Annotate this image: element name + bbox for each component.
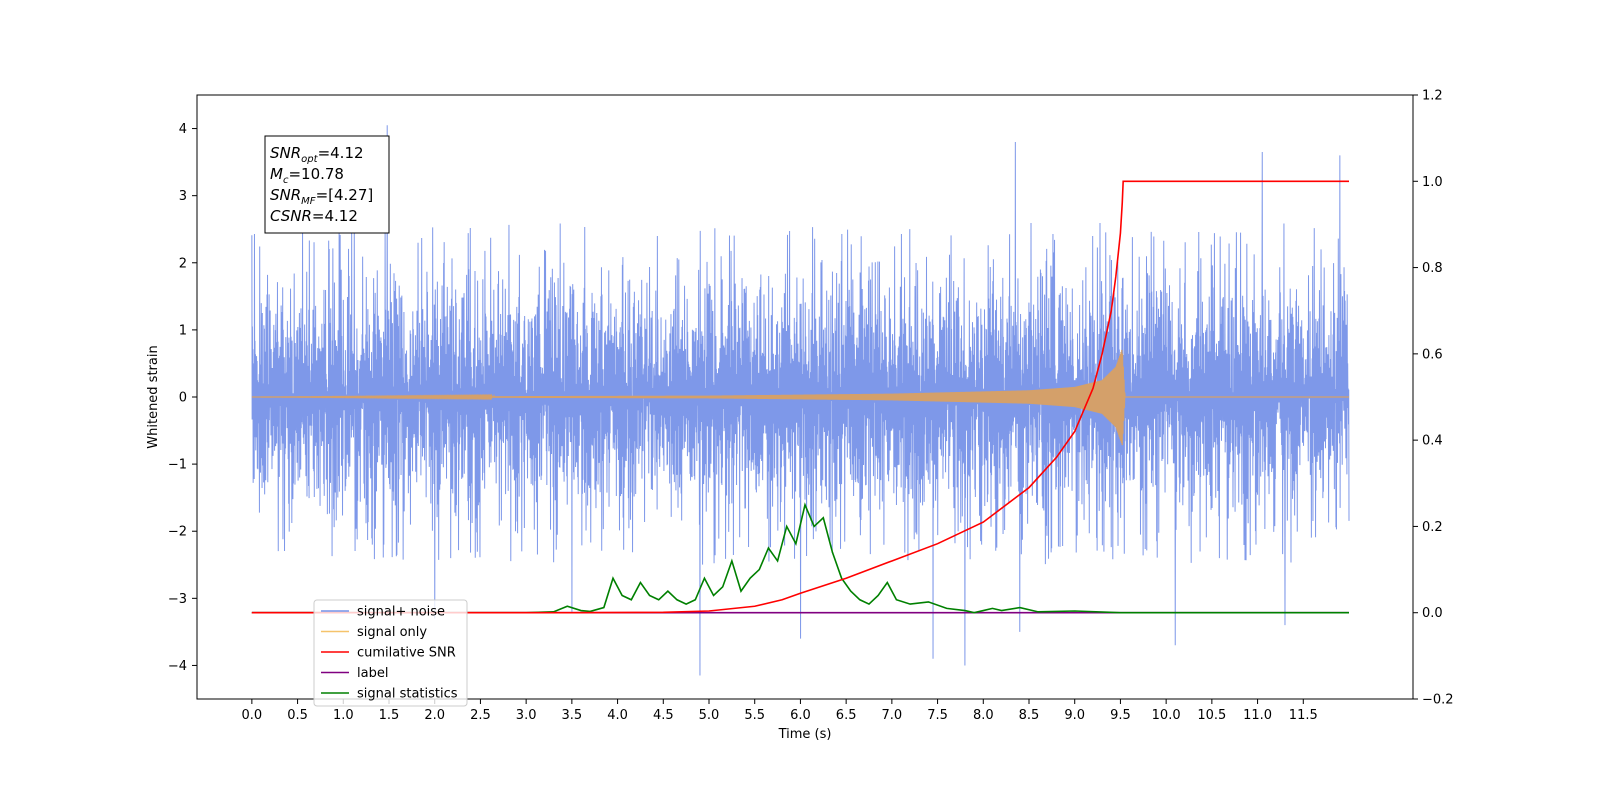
x-tick-label: 8.5: [1019, 708, 1040, 723]
legend-label: cumilative SNR: [357, 646, 456, 661]
legend-box: [313, 599, 468, 707]
x-tick-label: 5.5: [744, 708, 765, 723]
legend-label: label: [357, 666, 388, 681]
y-left-tick-label: −3: [168, 592, 187, 607]
y-axis-label: Whitened strain: [146, 345, 161, 448]
x-tick-label: 7.5: [927, 708, 948, 723]
y-left-tick-label: 4: [179, 122, 187, 137]
stats-annotation-line: Mc=10.78: [270, 165, 344, 186]
y-right-tick-label: −0.2: [1422, 693, 1454, 708]
x-tick-label: 8.0: [973, 708, 994, 723]
legend: signal+ noise signal only cumilative SNR la…: [313, 599, 468, 707]
stats-annotation-line: SNRMF=[4.27]: [270, 186, 373, 207]
stats-annotation-line: SNRopt=4.12: [270, 144, 364, 165]
y-right-tick-label: 0.0: [1422, 606, 1443, 621]
x-tick-label: 11.0: [1243, 708, 1272, 723]
x-tick-label: 1.5: [379, 708, 400, 723]
y-left-tick-label: −2: [168, 525, 187, 540]
x-tick-label: 1.0: [333, 708, 354, 723]
x-tick-label: 5.0: [699, 708, 720, 723]
y-left-tick-label: −4: [168, 659, 187, 674]
y-right-tick-label: 0.2: [1422, 520, 1443, 535]
y-left-tick-label: 3: [179, 189, 187, 204]
x-axis-label: Time (s): [778, 727, 832, 742]
x-tick-label: 4.5: [653, 708, 674, 723]
series-signal-statistics-line: [251, 502, 1349, 614]
series-cumulative-snr-line: [251, 180, 1349, 614]
x-tick-label: 0.0: [242, 708, 263, 723]
y-left-tick-label: −1: [168, 458, 187, 473]
y-right-tick-label: 1.0: [1422, 175, 1443, 190]
y-left-tick-label: 0: [179, 391, 187, 406]
x-tick-label: 6.0: [790, 708, 811, 723]
x-tick-label: 9.0: [1064, 708, 1085, 723]
y-left-tick-label: 1: [179, 323, 187, 338]
series-signal-only-line: [251, 349, 1349, 446]
y-right-tick-label: 0.8: [1422, 261, 1443, 276]
x-tick-label: 2.0: [424, 708, 445, 723]
stats-annotation-line: CSNR=4.12: [270, 207, 358, 225]
y-left-tick-label: 2: [179, 256, 187, 271]
legend-label: signal+ noise: [357, 605, 445, 620]
series-signal-noise-line: [251, 125, 1350, 676]
y-right-tick-label: 0.6: [1422, 347, 1443, 362]
legend-label: signal only: [357, 625, 427, 640]
x-tick-label: 0.5: [287, 708, 308, 723]
y-right-tick-label: 1.2: [1422, 89, 1443, 104]
x-tick-label: 3.5: [562, 708, 583, 723]
x-tick-label: 11.5: [1289, 708, 1318, 723]
x-tick-label: 6.5: [836, 708, 857, 723]
y-right-tick-label: 0.4: [1422, 434, 1443, 449]
stats-annotation-box: [264, 135, 390, 234]
x-tick-label: 7.0: [882, 708, 903, 723]
x-tick-label: 10.0: [1152, 708, 1181, 723]
x-tick-label: 4.0: [607, 708, 628, 723]
x-tick-label: 10.5: [1197, 708, 1226, 723]
x-tick-label: 9.5: [1110, 708, 1131, 723]
legend-label: signal statistics: [357, 687, 458, 702]
x-tick-label: 2.5: [470, 708, 491, 723]
x-tick-label: 3.0: [516, 708, 537, 723]
